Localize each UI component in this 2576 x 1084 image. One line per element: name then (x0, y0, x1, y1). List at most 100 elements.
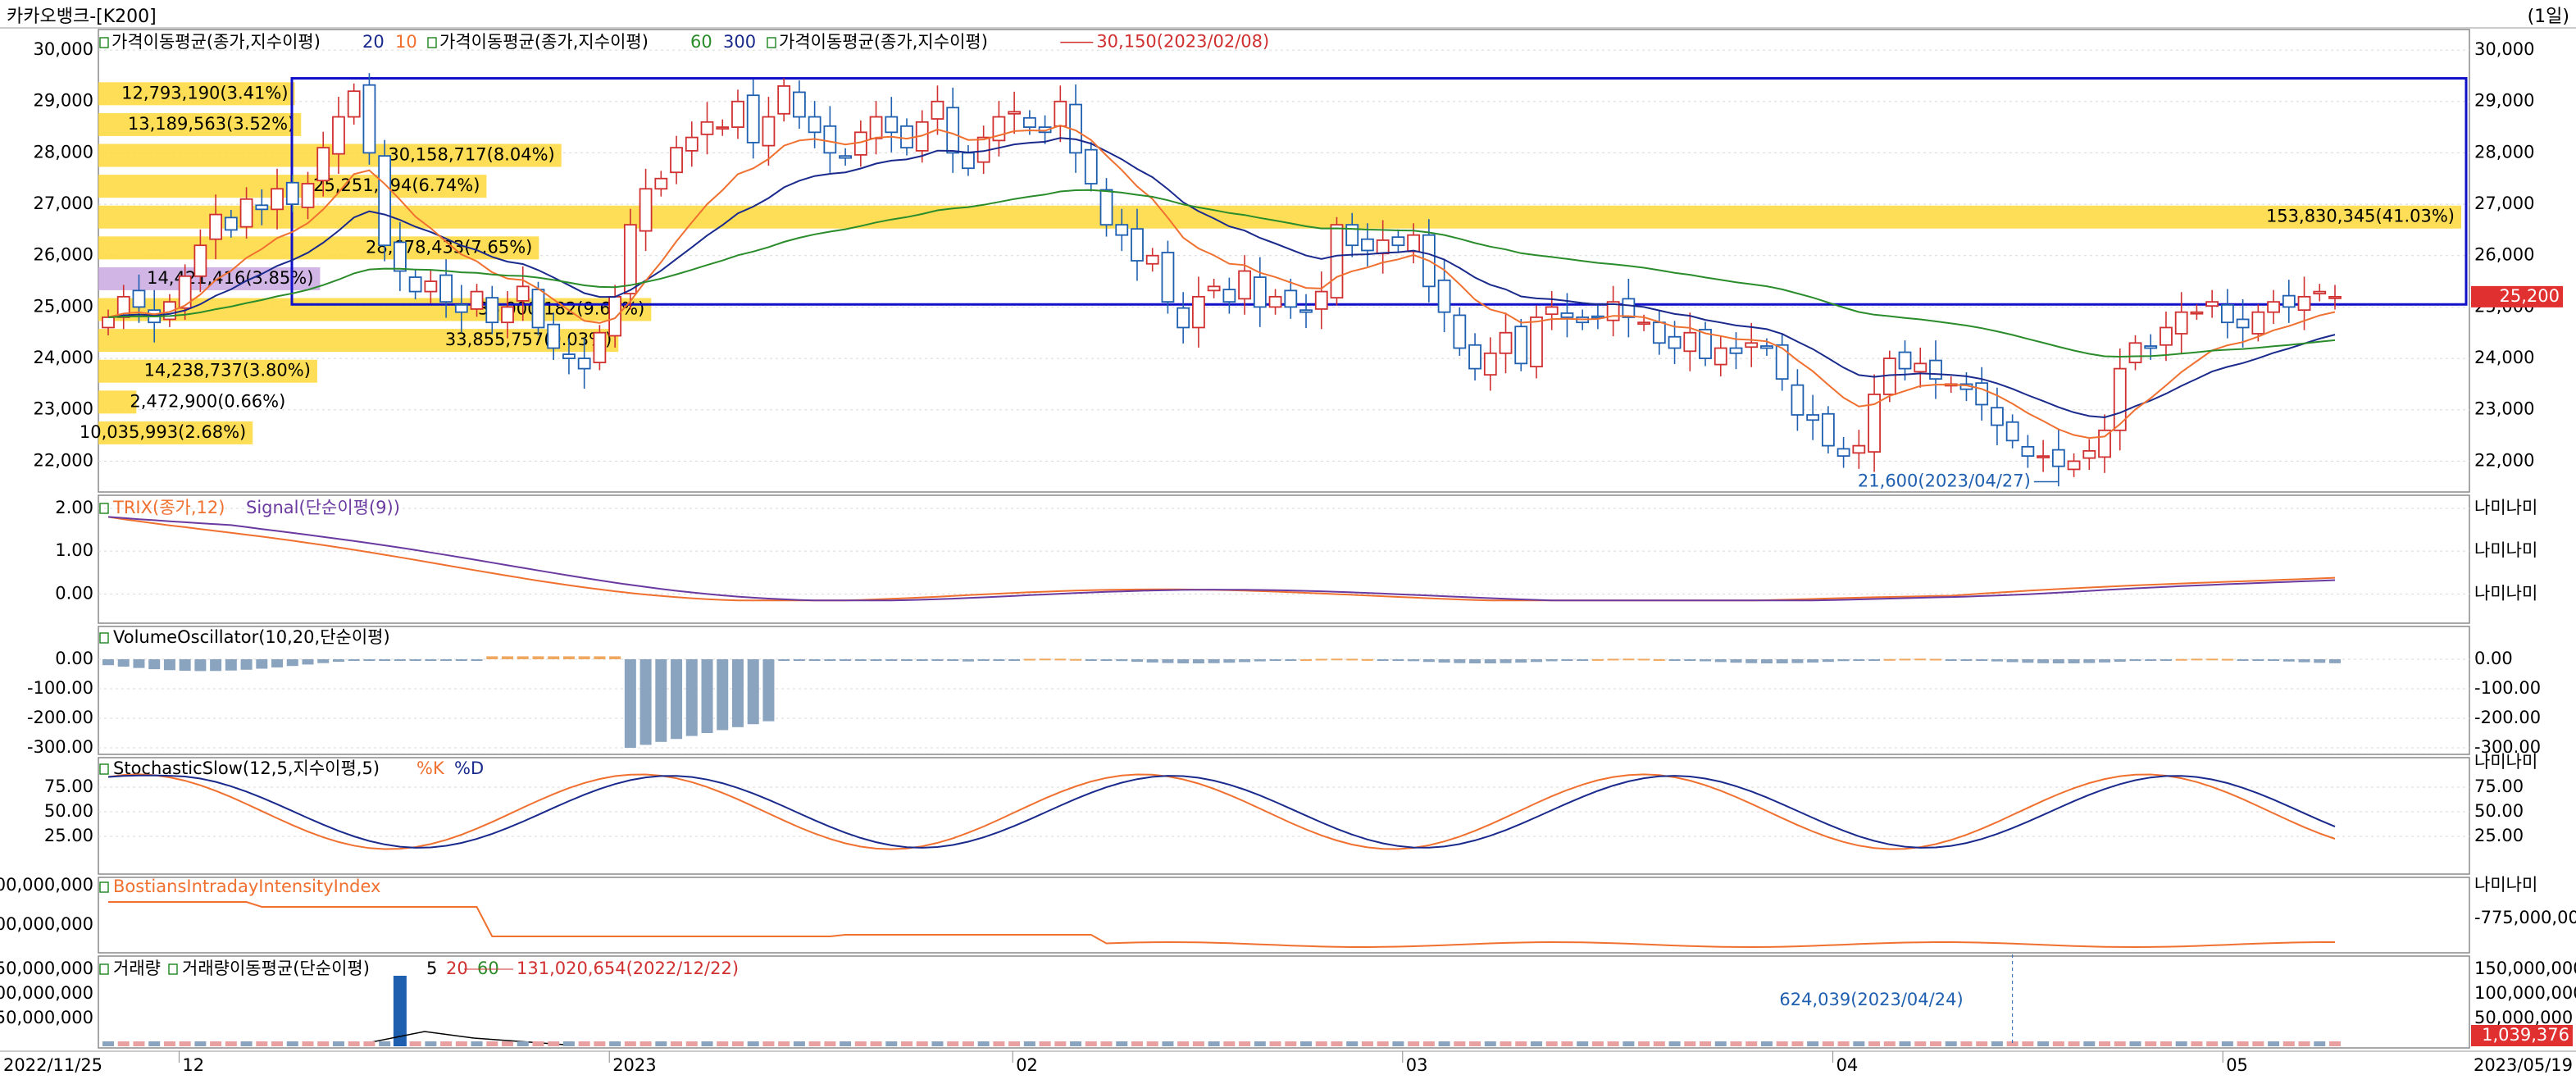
vo-bar (1945, 659, 1957, 661)
volume-bar (1208, 1041, 1220, 1046)
volume-bar (1623, 1041, 1635, 1046)
volume-profile-label: 14,238,737(3.80%) (144, 361, 311, 380)
volume-bar (609, 1041, 621, 1046)
candle-body (639, 188, 653, 232)
volume-bar (440, 1041, 453, 1046)
vo-bar (1960, 659, 1973, 661)
volume-bar (962, 1041, 974, 1046)
candle-body (2220, 303, 2234, 324)
vo-bar (1469, 659, 1481, 663)
vo-bar (1285, 659, 1297, 661)
volume-bar (2160, 1041, 2172, 1046)
candle-body (1008, 111, 1022, 115)
volume-profile-label: 33,855,757(9.03%) (445, 330, 612, 349)
candle-body (654, 177, 668, 190)
vo-bar (639, 659, 652, 745)
vo-bar (2022, 659, 2034, 663)
vo-bar (1791, 659, 1804, 663)
vo-bar (302, 659, 314, 665)
volume-bar (1515, 1041, 1527, 1046)
volume-bar (2329, 1041, 2341, 1046)
candle-body (1775, 344, 1789, 380)
vo-bar (717, 659, 729, 731)
candle-body (1868, 394, 1881, 453)
volume-bar (1991, 1041, 2003, 1046)
candle-body (255, 204, 269, 211)
vo-tick-right: -300.00 (2474, 737, 2541, 757)
x-axis-month-label: 2023 (612, 1055, 656, 1075)
volume-bar (1776, 1041, 1788, 1046)
bostian-tick: 00,000,000 (0, 875, 93, 895)
candle-body (1391, 236, 1405, 247)
candle-body (1637, 321, 1651, 326)
volume-profile-label: 12,793,190(3.41%) (121, 83, 288, 102)
vo-bar (1914, 658, 1927, 661)
vo-bar (1162, 659, 1174, 663)
candle-body (485, 297, 499, 324)
volume-bar (2298, 1041, 2310, 1046)
vo-bar (455, 659, 467, 661)
vo-bar (179, 659, 191, 672)
volume-profile-label: 10,035,993(2.68%) (80, 422, 246, 442)
volume-bar (1438, 1041, 1450, 1046)
volume-bar (2282, 1041, 2295, 1046)
stoch-d-label: %D (454, 758, 484, 778)
candle-body (2313, 290, 2327, 295)
candle-body (1683, 331, 1697, 353)
vo-bar (1454, 659, 1466, 663)
candle-body (2051, 449, 2065, 467)
x-axis-month-label: 03 (1406, 1055, 1428, 1075)
vo-bar (2037, 659, 2050, 663)
volume-bar (2052, 1041, 2064, 1046)
volume-profile-bar (98, 82, 295, 106)
candle-body (2021, 445, 2035, 458)
volume-bar (1331, 1041, 1343, 1046)
candle-body (823, 125, 837, 154)
period-label[interactable]: (1일) (2527, 7, 2569, 27)
volume-bar (2037, 1041, 2050, 1046)
vo-bar (1976, 659, 1988, 661)
vo-bar (486, 656, 498, 659)
volume-ma-param: 20 (446, 959, 468, 978)
volume-bar (1684, 1041, 1696, 1046)
candle-body (1407, 234, 1421, 253)
volume-bar (379, 1041, 391, 1046)
volume-bar (256, 1041, 268, 1046)
volume-bar (1653, 1041, 1665, 1046)
volume-bar (1039, 1041, 1051, 1046)
vo-bar (2191, 658, 2203, 661)
volume-bar (2221, 1041, 2233, 1046)
volume-bar (1760, 1041, 1773, 1046)
candle-body (1622, 298, 1636, 318)
candle-body (1238, 270, 1251, 300)
volume-bar (1346, 1041, 1359, 1046)
candle-body (316, 147, 330, 182)
volume-profile-bar (98, 359, 317, 383)
vo-bar (731, 659, 744, 727)
candle-body (1560, 312, 1574, 318)
vo-bar (1929, 658, 1941, 661)
trix-tick: 1.00 (55, 540, 93, 560)
volume-profile-label: 153,830,345(41.03%) (2266, 207, 2455, 226)
volume-bar (102, 1041, 114, 1046)
candle-body (239, 198, 253, 228)
legend-checkbox (99, 37, 109, 48)
vo-bar (685, 659, 698, 736)
trix-label: TRIX(종가,12) (112, 498, 225, 517)
vo-tick: -100.00 (27, 678, 93, 698)
volume-ma-param: 60 (477, 959, 499, 978)
vo-bar (562, 656, 575, 659)
stoch-right-tick: 나미나미 (2474, 752, 2537, 772)
vo-bar (2329, 659, 2341, 663)
vo-bar (1853, 659, 1865, 661)
volume-bar (1300, 1041, 1313, 1046)
vo-bar (471, 659, 483, 661)
volume-bar (1914, 1041, 1927, 1046)
vo-bar (1484, 659, 1496, 664)
vo-bar (1607, 658, 1619, 661)
candle-body (1268, 295, 1282, 308)
price-tick-right: 27,000 (2474, 194, 2534, 213)
volume-bar (148, 1041, 161, 1046)
